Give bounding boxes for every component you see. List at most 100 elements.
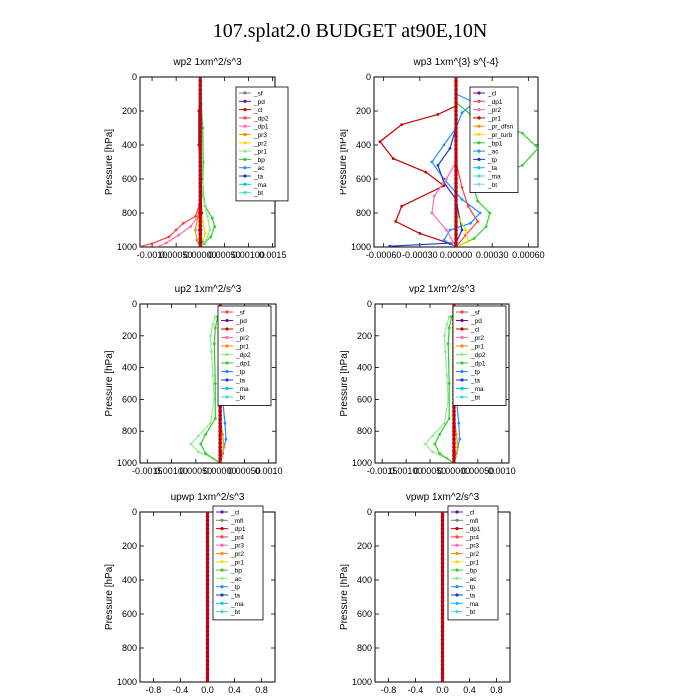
legend-marker	[460, 361, 464, 365]
legend-marker	[460, 310, 464, 314]
zero-line-marker	[440, 595, 445, 599]
y-axis-label: Pressure [hPa]	[104, 350, 115, 416]
y-tick-label: 0	[132, 299, 137, 309]
series-point	[460, 111, 464, 115]
legend-label: _ac	[487, 149, 499, 156]
zero-line-marker	[440, 680, 445, 682]
zero-line-marker	[205, 650, 210, 655]
y-tick-label: 600	[122, 394, 137, 404]
legend-marker	[460, 352, 464, 357]
legend-label: _dp1	[465, 526, 481, 533]
x-tick-label: 0.0010	[255, 466, 283, 476]
series-group	[440, 512, 445, 682]
legend-marker	[243, 91, 247, 95]
series-point	[391, 157, 395, 160]
chart-title: up2 1xm^2/s^3	[175, 284, 242, 295]
zero-line-marker	[454, 172, 458, 177]
legend-label: _bp	[253, 157, 265, 164]
y-axis-label: Pressure [hPa]	[104, 129, 115, 195]
legend-label: _ma	[253, 182, 267, 189]
zero-line-marker	[454, 189, 458, 194]
zero-line-marker	[198, 100, 203, 105]
legend-marker	[477, 91, 481, 95]
series-point	[177, 233, 180, 237]
legend-label: _cl	[487, 91, 497, 98]
zero-line-marker	[452, 425, 456, 430]
zero-line-marker	[452, 433, 456, 437]
y-tick-label: 0	[367, 507, 372, 517]
zero-line-marker	[440, 646, 445, 650]
series-point	[458, 437, 462, 441]
zero-line-marker	[454, 151, 458, 156]
zero-line-marker	[440, 527, 445, 531]
legend-label: _pr2	[235, 335, 249, 342]
legend-marker	[225, 352, 229, 357]
zero-line-marker	[452, 413, 456, 418]
zero-line-marker	[218, 304, 222, 306]
legend-marker	[477, 108, 481, 112]
series-point	[210, 216, 214, 220]
series-point	[167, 235, 171, 239]
zero-line-marker	[454, 232, 458, 237]
legend-marker	[225, 369, 229, 374]
legend-marker	[455, 568, 459, 572]
series-point	[445, 374, 449, 377]
series-line-dp1	[455, 161, 479, 247]
legend-marker	[220, 510, 224, 514]
zero-line-marker	[454, 147, 458, 152]
y-tick-label: 600	[357, 394, 372, 404]
series-point	[418, 232, 422, 235]
series-point	[469, 221, 472, 225]
x-tick-label: 0.00000	[184, 250, 217, 260]
legend-label: _bt	[235, 395, 245, 402]
zero-line-marker	[205, 561, 210, 565]
zero-line-marker	[452, 457, 456, 461]
zero-line-marker	[205, 586, 210, 591]
legend-marker	[477, 182, 481, 186]
series-point	[204, 432, 207, 436]
y-tick-label: 600	[357, 609, 372, 619]
legend-label: _ma	[465, 601, 479, 608]
legend-label: _pr3	[465, 543, 479, 550]
series-point	[488, 211, 492, 215]
zero-line-marker	[205, 569, 210, 574]
legend-label: _pr4	[230, 534, 244, 541]
zero-line-marker	[218, 405, 222, 410]
zero-line-marker	[452, 453, 456, 457]
zero-line-marker	[198, 117, 203, 122]
series-point	[476, 220, 480, 223]
zero-line-marker	[440, 544, 445, 548]
series-line-pr_turb	[455, 212, 469, 247]
series-line-dp2	[190, 316, 221, 463]
zero-line-marker	[205, 620, 210, 625]
legend-marker	[220, 610, 224, 614]
zero-line-marker	[440, 578, 445, 582]
legend-label: _pr1	[465, 559, 479, 566]
series-point	[456, 445, 460, 449]
zero-line-marker	[454, 181, 458, 186]
legend-label: _dp2	[253, 115, 269, 122]
legend-marker	[460, 378, 464, 382]
y-tick-label: 800	[356, 208, 371, 218]
series-point	[466, 240, 470, 244]
legend-marker	[225, 327, 229, 331]
legend-label: _cl	[465, 510, 475, 517]
zero-line-marker	[452, 449, 456, 453]
series-point	[194, 215, 197, 218]
legend-label: _pr2	[487, 107, 501, 114]
zero-line-marker	[198, 79, 203, 84]
zero-line-marker	[205, 522, 210, 527]
x-tick-label: 0.00000	[438, 466, 471, 476]
legend-label: _pd	[470, 318, 482, 325]
zero-line-marker	[440, 573, 445, 578]
legend-label: _pd	[235, 318, 247, 325]
series-point	[201, 126, 205, 130]
chart-wp2: wp2 1xm^2/s^3 Pressure [hPa] 0 200 400 600 800…	[104, 57, 289, 260]
series-point	[457, 421, 461, 425]
series-point	[438, 432, 442, 436]
legend-marker	[477, 149, 481, 153]
zero-line-marker	[198, 177, 203, 181]
zero-line-marker	[198, 236, 203, 241]
zero-line-marker	[198, 206, 203, 211]
legend-label: _tp	[235, 369, 245, 376]
